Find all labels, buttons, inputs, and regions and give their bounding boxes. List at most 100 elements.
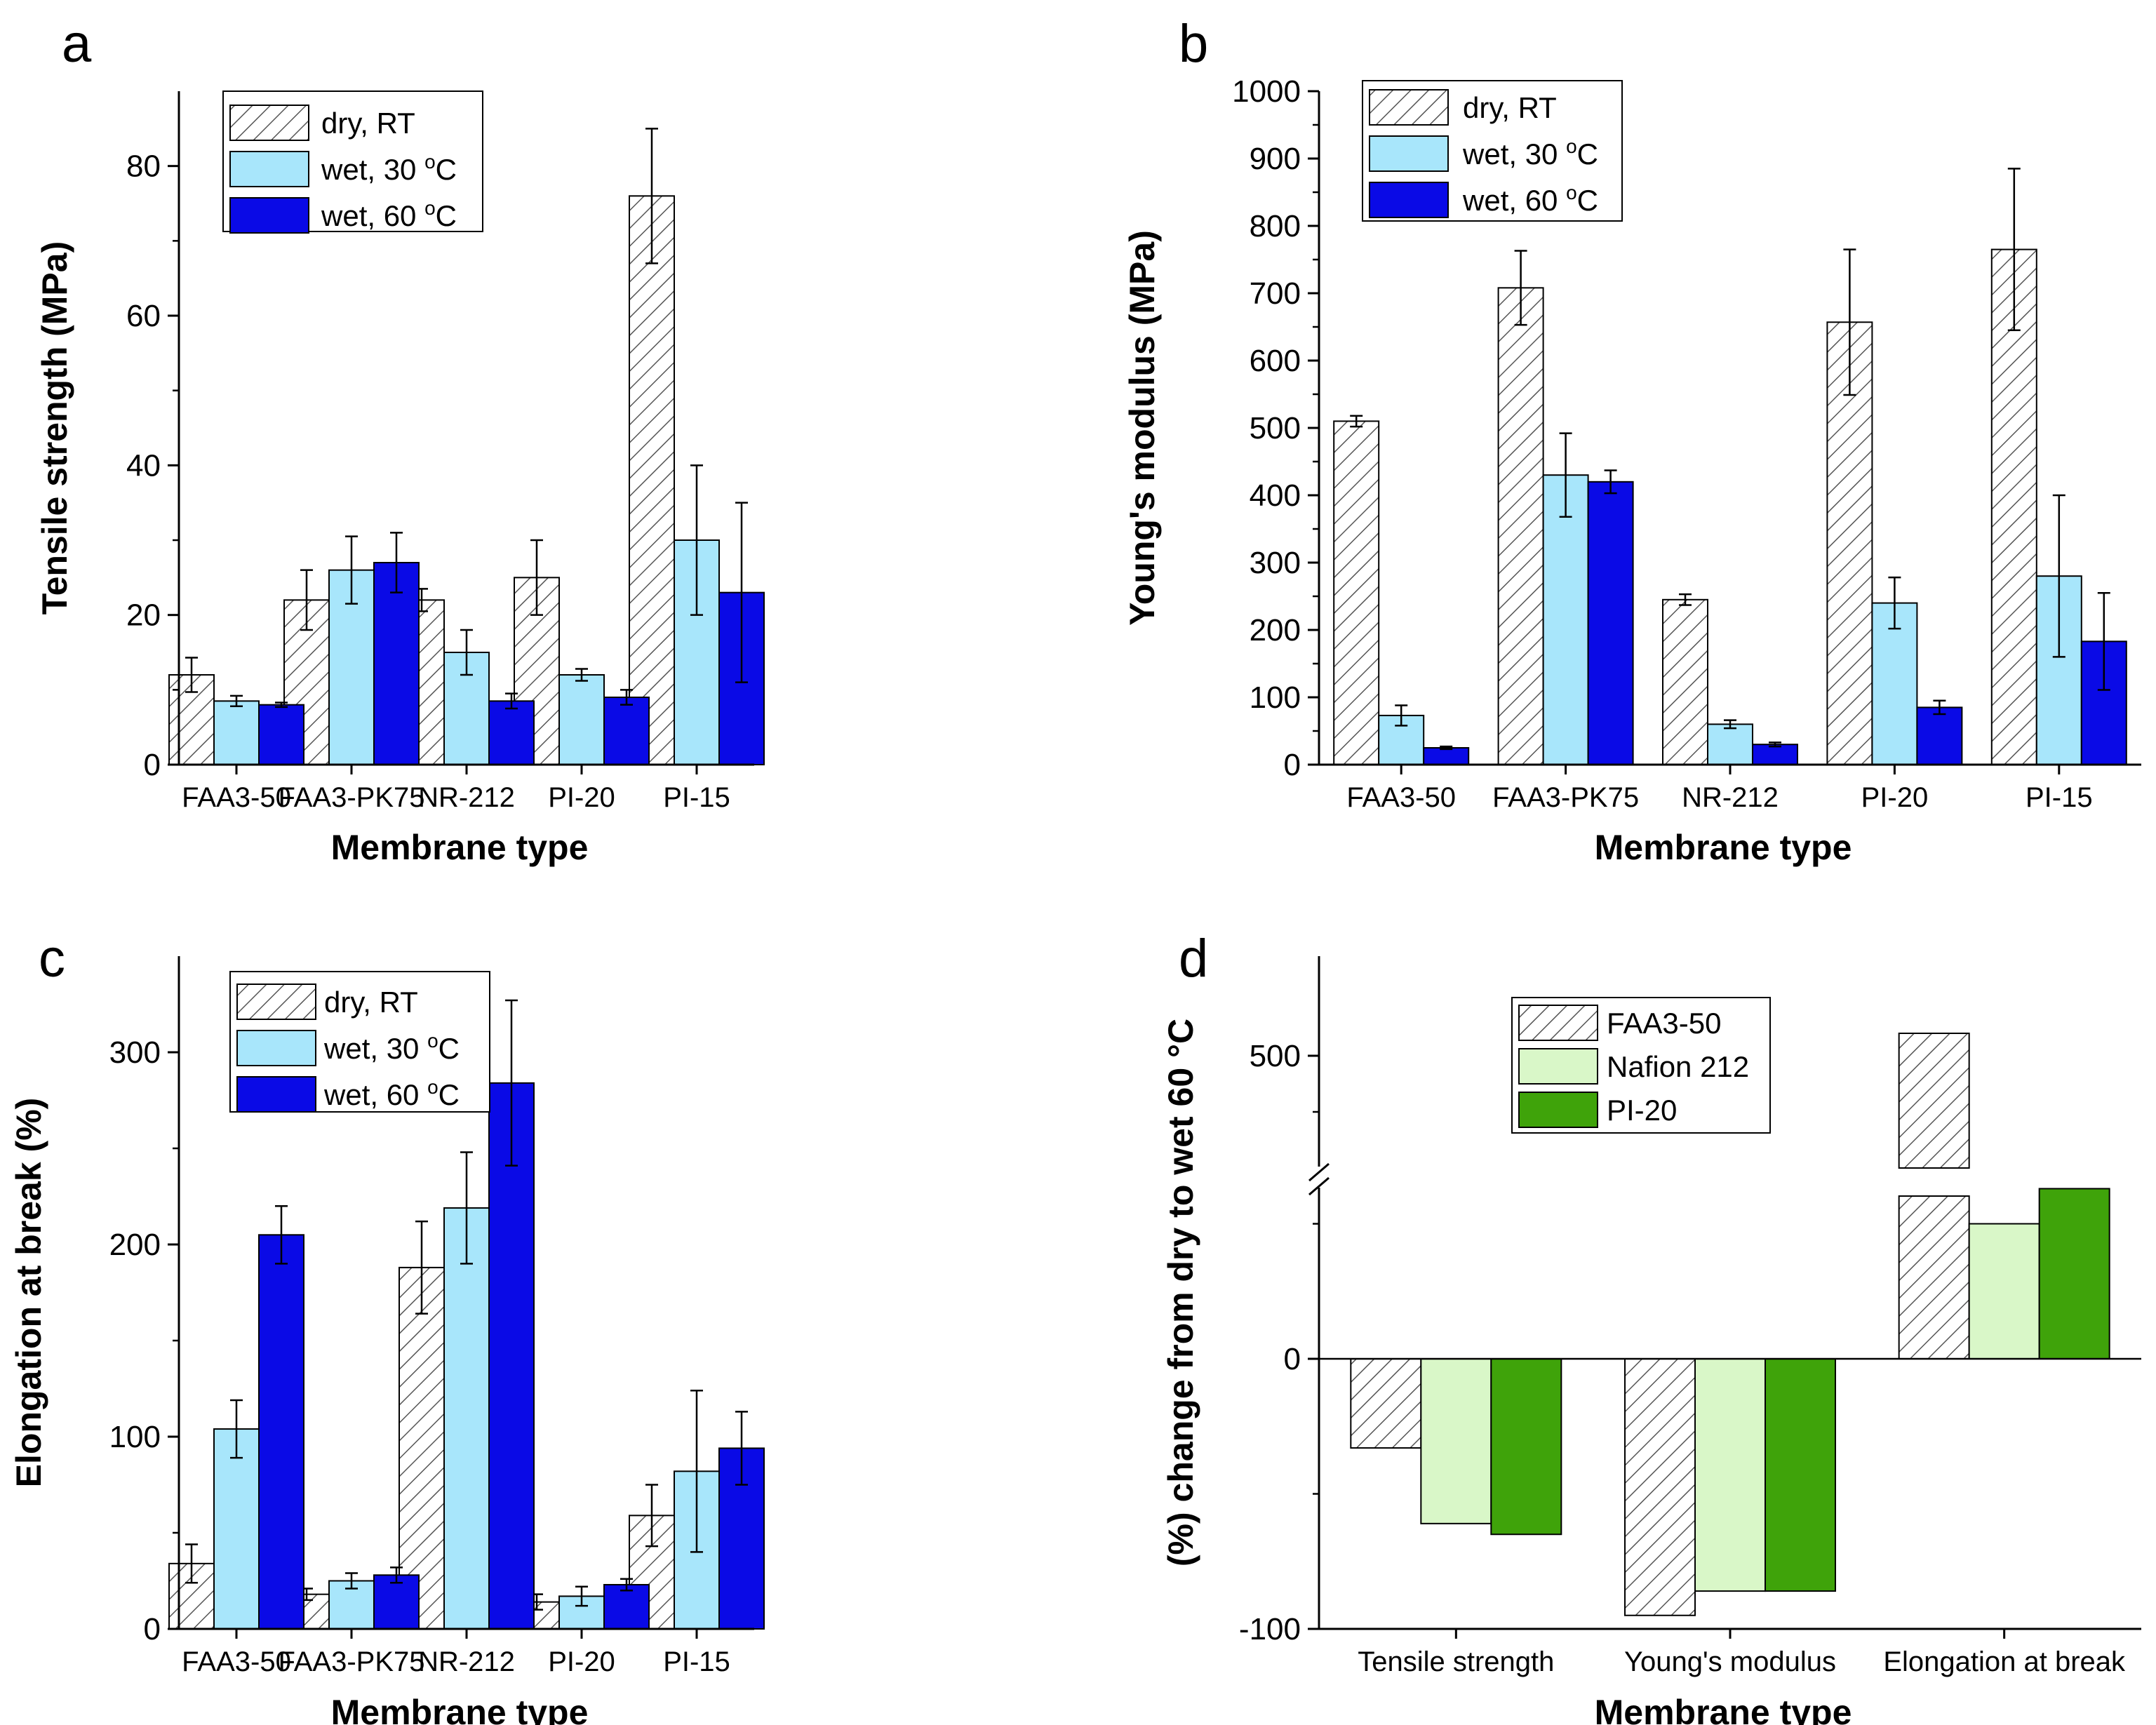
y-axis-title: Young's modulus (MPa) [1123,230,1162,626]
panel-letter: b [1179,14,1208,74]
legend-label-base: wet, 60 [1462,184,1566,217]
x-axis-title: Membrane type [1595,828,1852,867]
y-tick-label: -100 [1239,1612,1301,1646]
bar [258,1234,304,1630]
bar [603,1583,650,1630]
bar [629,195,675,766]
bar [1350,1358,1422,1449]
legend-label-unit: C [1577,184,1598,217]
legend-swatch [1369,89,1449,126]
bar [1752,744,1798,765]
legend-label: Nafion 212 [1607,1050,1749,1083]
x-axis-title: Membrane type [1595,1693,1852,1725]
y-axis-title: (%) change from dry to wet 60 °C [1161,1019,1200,1566]
legend-swatch [229,151,309,187]
legend-label-base: wet, 60 [321,199,424,232]
panel-b: b 0 100 200 300 400 500 600 700 800 900 1000 FAA3-50… [1123,14,2141,867]
y-tick-label: 0 [1284,748,1301,782]
legend-swatch [1518,1048,1598,1085]
x-tick-label: PI-20 [548,782,615,813]
legend-label-base: wet, 30 [323,1032,427,1065]
y-tick-label: 600 [1250,344,1301,378]
legend-label-base: wet, 60 [323,1078,427,1111]
legend-label: wet, 30 oC [323,1030,460,1065]
legend-label-base: wet, 30 [321,153,424,186]
x-tick-label: PI-15 [663,782,730,813]
bar [1898,1195,1970,1360]
legend-label: wet, 60 oC [323,1076,460,1111]
x-tick-label: FAA3-PK75 [278,1646,424,1677]
x-tick-label: FAA3-PK75 [1492,782,1639,813]
bar [213,1428,260,1630]
y-tick-label: 0 [144,1612,161,1646]
legend-swatch [229,105,309,141]
bar [1898,1033,1970,1169]
legend-label: wet, 60 oC [321,197,457,232]
y-tick-label: 80 [126,149,161,184]
bar [1490,1358,1562,1536]
x-tick-label: FAA3-PK75 [278,782,424,813]
panel-letter: d [1179,929,1208,988]
y-tick-label: 300 [1250,546,1301,580]
y-tick-label: 20 [126,598,161,633]
legend-label-unit: C [438,1032,460,1065]
x-tick-label: PI-20 [1861,782,1929,813]
y-tick-label: 0 [144,748,161,782]
y-tick-label: 100 [109,1420,161,1454]
axis-break-mark [1308,1162,1330,1182]
legend-label-sup: o [427,1076,438,1098]
x-tick-label: FAA3-50 [182,782,291,813]
y-tick-label: 300 [109,1035,161,1070]
panel-d: d -100 0 500 Tensile strength Young's modulus… [1161,929,2141,1725]
panel-letter: c [39,929,65,988]
legend-label: FAA3-50 [1607,1007,1721,1040]
y-tick-label: 500 [1250,411,1301,445]
legend-label-base: wet, 30 [1462,137,1566,170]
bar [1662,598,1708,765]
legend-label: wet, 60 oC [1462,182,1598,217]
x-tick-label: Tensile strength [1358,1646,1554,1677]
legend-label-sup: o [424,151,436,173]
legend-label: PI-20 [1607,1094,1677,1127]
y-tick-label: 200 [1250,613,1301,647]
legend-label: dry, RT [321,107,415,140]
bar [2038,1188,2110,1360]
bar [558,674,605,765]
bar [1707,723,1753,766]
x-axis-title: Membrane type [331,828,589,867]
bar [488,1082,535,1630]
axis-break-mark [1308,1176,1330,1196]
bar [1916,706,1963,766]
x-tick-label: PI-20 [548,1646,615,1677]
y-tick-label: 400 [1250,478,1301,513]
legend-swatch [236,1030,316,1066]
bar [1420,1358,1492,1524]
x-tick-label: FAA3-50 [182,1646,291,1677]
x-tick-label: FAA3-50 [1346,782,1456,813]
legend-swatch [236,1076,316,1113]
bar [1333,420,1380,766]
bar [1826,321,1873,765]
legend-label-sup: o [424,197,436,219]
legend-swatch [1518,1092,1598,1128]
bar [373,1574,420,1630]
y-tick-label: 500 [1250,1039,1301,1073]
legend-label-unit: C [1577,137,1598,170]
x-tick-label: NR-212 [1682,782,1779,813]
y-tick-label: 60 [126,299,161,333]
bar [373,562,420,765]
y-tick-label: 40 [126,448,161,483]
legend-swatch [236,984,316,1020]
legend-label: dry, RT [1463,91,1557,124]
x-tick-label: NR-212 [418,782,515,813]
bar [1497,287,1544,765]
y-axis-title: Tensile strength (MPa) [35,241,74,615]
x-tick-label: Young's modulus [1624,1646,1836,1677]
bar [1624,1358,1696,1616]
y-tick-label: 800 [1250,209,1301,243]
legend-swatch [1369,135,1449,172]
bar [1423,747,1470,765]
